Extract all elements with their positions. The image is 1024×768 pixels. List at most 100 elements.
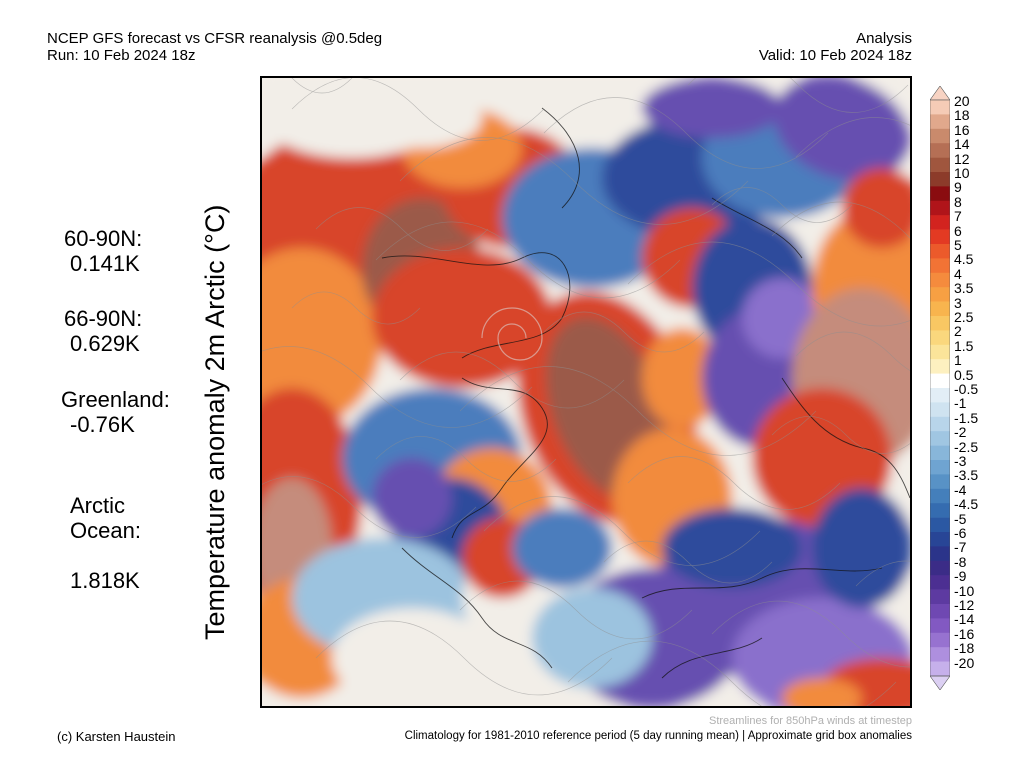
colorbar-swatch bbox=[930, 618, 950, 634]
colorbar-swatch bbox=[930, 604, 950, 619]
coastline bbox=[781, 377, 910, 499]
valid-time: Valid: 10 Feb 2024 18z bbox=[758, 47, 912, 64]
colorbar-tick-label: 1.5 bbox=[954, 337, 974, 354]
stat-66-90n: 66-90N: 0.629K bbox=[64, 306, 142, 356]
colorbar-swatch bbox=[930, 330, 950, 346]
colorbar-tick-label: -6 bbox=[954, 525, 967, 541]
colorbar-high-arrow bbox=[930, 86, 950, 101]
colorbar-swatch bbox=[930, 560, 950, 576]
colorbar-swatch bbox=[930, 431, 950, 446]
stat-label: Arctic Ocean: bbox=[70, 493, 141, 543]
streamline bbox=[375, 221, 681, 299]
colorbar-swatch bbox=[930, 460, 950, 475]
colorbar-swatch bbox=[930, 244, 950, 259]
streamline bbox=[771, 201, 910, 239]
colorbar-swatch bbox=[930, 517, 950, 533]
streamline bbox=[711, 187, 853, 223]
streamline bbox=[771, 416, 910, 454]
colorbar-swatch bbox=[930, 128, 950, 144]
colorbar-tick-label: 6 bbox=[954, 222, 962, 239]
colorbar-tick-label: -7 bbox=[954, 539, 967, 556]
colorbar-tick-label: -9 bbox=[954, 568, 967, 585]
anomaly-region bbox=[262, 248, 382, 428]
stat-value: -0.76K bbox=[70, 412, 135, 437]
colorbar-swatch bbox=[930, 258, 950, 274]
climatology-note: Climatology for 1981-2010 reference peri… bbox=[404, 730, 912, 742]
colorbar-tick-label: 4.5 bbox=[954, 251, 974, 268]
colorbar-swatch bbox=[930, 229, 950, 245]
colorbar-swatch bbox=[930, 632, 950, 648]
streamline bbox=[543, 97, 829, 169]
stat-value: 0.629K bbox=[70, 331, 140, 356]
colorbar-swatch bbox=[930, 488, 950, 504]
colorbar-swatch bbox=[930, 445, 950, 461]
stat-arctic-ocean: Arctic Ocean: 1.818K bbox=[70, 468, 141, 618]
colorbar-tick-label: 14 bbox=[954, 136, 970, 153]
stat-value: 0.141K bbox=[70, 251, 140, 276]
stat-label: Greenland: bbox=[61, 387, 170, 412]
colorbar-tick-label: 5 bbox=[954, 237, 962, 253]
streamline bbox=[291, 291, 421, 325]
colorbar-swatch bbox=[930, 532, 950, 547]
stat-60-90n: 60-90N: 0.141K bbox=[64, 226, 142, 276]
colorbar-tick-label: 18 bbox=[954, 107, 970, 124]
coastline bbox=[711, 197, 803, 259]
header-left: NCEP GFS forecast vs CFSR reanalysis @0.… bbox=[47, 30, 382, 64]
streamline bbox=[627, 456, 841, 510]
stat-label: 60-90N: bbox=[64, 226, 143, 251]
colorbar-tick-label: 7 bbox=[954, 208, 962, 225]
anomaly-region bbox=[372, 458, 452, 538]
analysis-label: Analysis bbox=[856, 30, 912, 47]
streamline-note: Streamlines for 850hPa winds at timestep bbox=[709, 715, 912, 727]
colorbar-swatch bbox=[930, 373, 950, 389]
anomaly-region bbox=[812, 488, 910, 608]
anomaly-region bbox=[782, 678, 862, 706]
colorbar-tick-label: -3 bbox=[954, 453, 967, 469]
colorbar-tick-label: 0.5 bbox=[954, 366, 974, 383]
stat-label: 66-90N: bbox=[64, 306, 143, 331]
anomaly-region bbox=[362, 88, 482, 148]
colorbar-tick-label: -8 bbox=[954, 553, 967, 570]
colorbar-tick-label: 16 bbox=[954, 121, 970, 138]
coastline bbox=[401, 547, 553, 669]
colorbar-tick-label: 10 bbox=[954, 165, 970, 181]
colorbar-swatch bbox=[930, 344, 950, 360]
coastline bbox=[661, 637, 763, 679]
colorbar-swatch bbox=[930, 316, 950, 331]
anomaly-region bbox=[774, 78, 910, 181]
colorbar bbox=[930, 86, 950, 690]
streamline bbox=[459, 580, 693, 640]
colorbar-low-arrow bbox=[930, 675, 950, 690]
colorbar-swatch bbox=[930, 301, 950, 317]
colorbar-tick-label: 3.5 bbox=[954, 280, 974, 297]
colorbar-tick-label: 2 bbox=[954, 323, 962, 340]
coastline bbox=[451, 377, 548, 539]
colorbar-swatch bbox=[930, 215, 950, 230]
streamline bbox=[567, 640, 897, 706]
streamline bbox=[291, 78, 545, 141]
streamline bbox=[291, 78, 353, 94]
model-title: NCEP GFS forecast vs CFSR reanalysis @0.… bbox=[47, 30, 383, 47]
anomaly-region bbox=[332, 608, 492, 706]
streamline bbox=[375, 436, 557, 482]
colorbar-tick-label: -0.5 bbox=[954, 381, 979, 397]
colorbar-tick-label: -1 bbox=[954, 395, 967, 412]
colorbar-tick-label: -5 bbox=[954, 510, 967, 527]
anomaly-map bbox=[260, 76, 912, 708]
streamline bbox=[262, 346, 533, 428]
colorbar-tick-label: 3 bbox=[954, 294, 962, 311]
vertical-axis-label: Temperature anomaly 2m Arctic (°C) bbox=[200, 204, 230, 640]
anomaly-region bbox=[532, 588, 652, 688]
colorbar-swatch bbox=[930, 416, 950, 432]
colorbar-tick-label: -14 bbox=[954, 611, 975, 628]
colorbar-swatch bbox=[930, 546, 950, 562]
colorbar-swatch bbox=[930, 503, 950, 518]
streamline bbox=[603, 540, 773, 584]
streamline bbox=[795, 117, 910, 158]
anomaly-region bbox=[642, 78, 782, 138]
colorbar-swatch bbox=[930, 200, 950, 216]
colorbar-tick-label: -12 bbox=[954, 597, 975, 613]
colorbar-swatch bbox=[930, 388, 950, 403]
anomaly-region bbox=[372, 248, 552, 388]
colorbar-swatch bbox=[930, 172, 950, 187]
